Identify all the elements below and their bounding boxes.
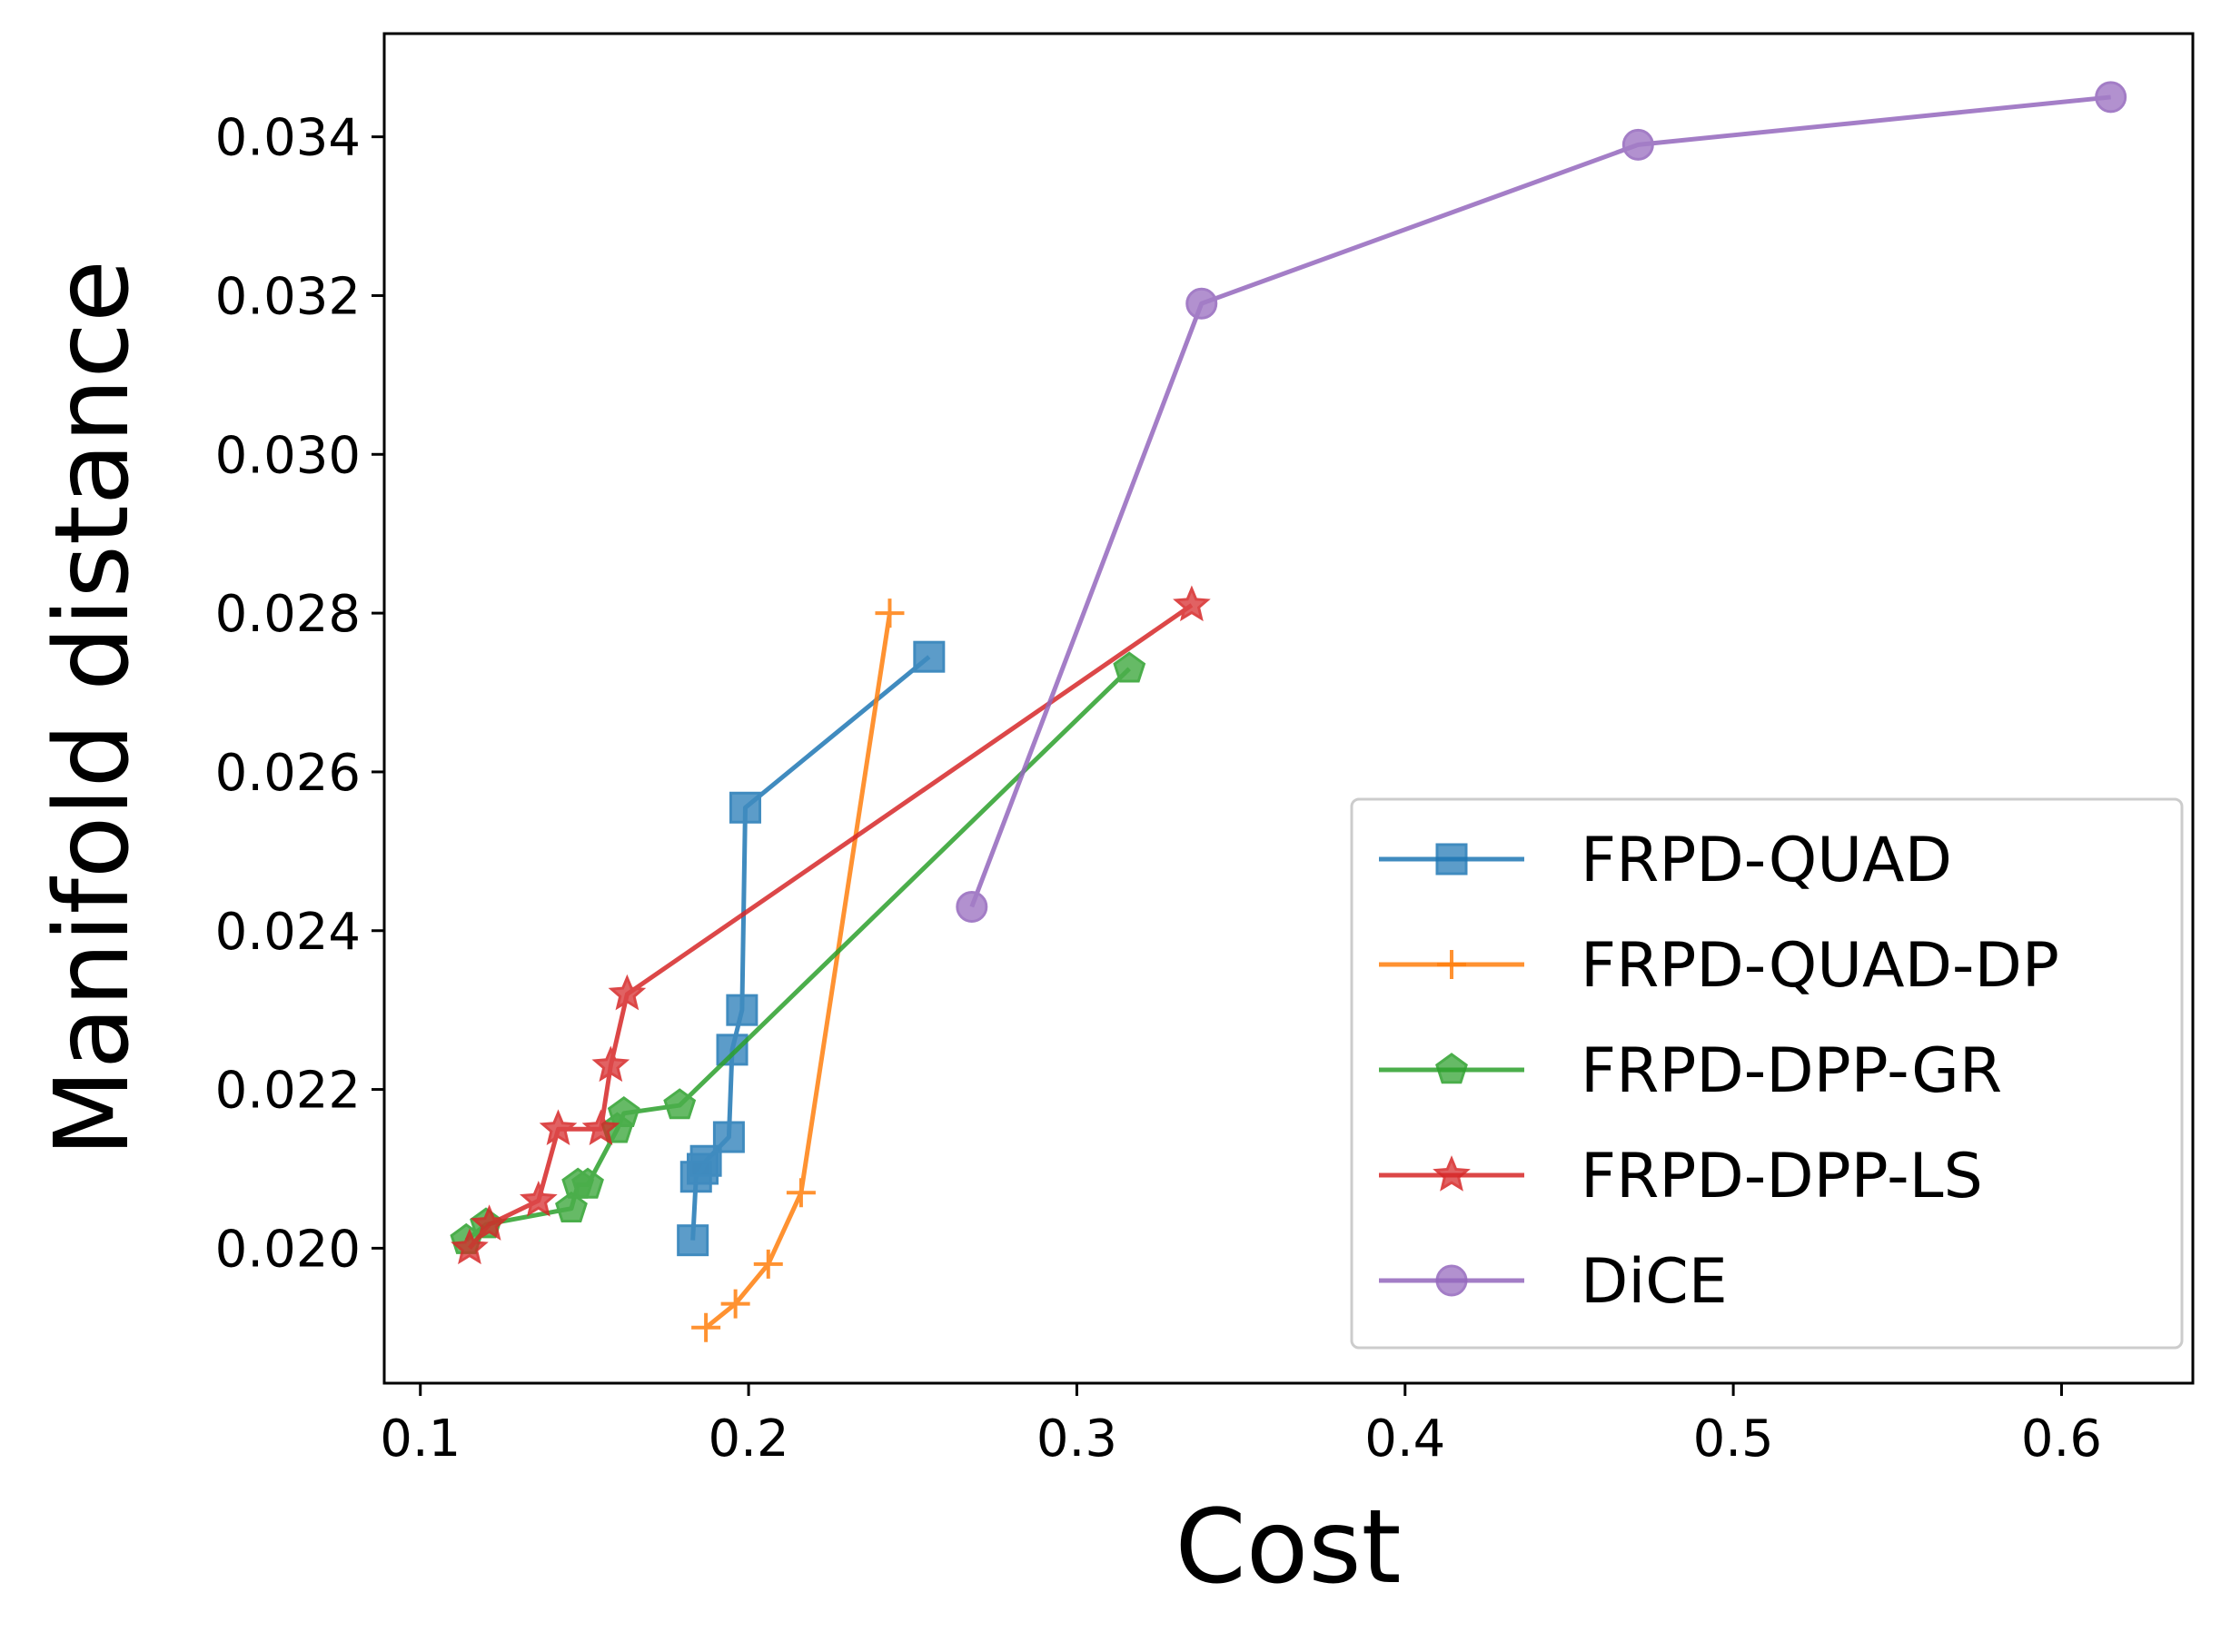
- y-tick-label: 0.032: [215, 267, 361, 326]
- data-point: [729, 791, 761, 824]
- data-point: [581, 1109, 620, 1146]
- x-axis-label: Cost: [1175, 1489, 1402, 1607]
- legend-box: [1350, 797, 2184, 1350]
- series-layer: [450, 81, 2127, 1342]
- data-point: [608, 974, 647, 1011]
- legend-item: FRPD-QUAD: [1379, 825, 1952, 896]
- series-line: [969, 94, 2111, 908]
- data-point: [663, 1088, 697, 1120]
- data-point: [1113, 651, 1146, 683]
- data-point: [607, 1095, 640, 1128]
- legend-marker: [1437, 950, 1466, 979]
- legend-marker: [1433, 1155, 1471, 1192]
- data-point: [677, 1224, 709, 1257]
- x-tick-label: 0.4: [1364, 1410, 1445, 1469]
- data-point: [470, 1204, 509, 1241]
- data-point: [1185, 287, 1218, 320]
- x-tick-label: 0.1: [380, 1410, 461, 1469]
- data-point: [1621, 128, 1654, 161]
- y-tick-label: 0.022: [215, 1062, 361, 1121]
- x-tick-label: 0.3: [1036, 1410, 1117, 1469]
- legend-marker: [1435, 843, 1468, 875]
- legend: FRPD-QUAD FRPD-QUAD-DP FRPD-DPP-GR FRPD-DPP…: [1350, 797, 2184, 1350]
- legend-label: FRPD-DPP-LS: [1581, 1141, 1983, 1212]
- y-tick-label: 0.028: [215, 585, 361, 644]
- data-point: [1173, 585, 1211, 622]
- legend-item: FRPD-DPP-LS: [1379, 1141, 1983, 1212]
- x-tick-label: 0.5: [1693, 1410, 1774, 1469]
- y-axis-ticks: 0.020 0.022 0.024 0.026 0.028 0.030 0.032 0.034: [215, 109, 384, 1279]
- plot-frame: [382, 32, 2195, 1385]
- y-tick-label: 0.024: [215, 903, 361, 962]
- x-tick-label: 0.6: [2021, 1410, 2102, 1469]
- y-tick-label: 0.030: [215, 426, 361, 485]
- y-tick-label: 0.026: [215, 744, 361, 803]
- series-frpd-quad-dp: [691, 598, 905, 1342]
- legend-item: FRPD-QUAD-DP: [1379, 930, 2059, 1002]
- legend-marker: [1435, 1264, 1468, 1297]
- y-tick-label: 0.020: [215, 1220, 361, 1279]
- data-point: [689, 1144, 722, 1177]
- legend-item: FRPD-DPP-GR: [1379, 1035, 2002, 1107]
- data-point: [913, 640, 946, 673]
- data-point: [753, 1249, 783, 1279]
- data-point: [726, 994, 759, 1026]
- legend-marker: [1435, 1053, 1468, 1084]
- data-point: [555, 1191, 588, 1222]
- data-point: [875, 598, 905, 628]
- data-point: [519, 1181, 558, 1217]
- data-point: [720, 1289, 750, 1319]
- data-point: [691, 1312, 721, 1342]
- x-tick-label: 0.2: [709, 1410, 789, 1469]
- legend-label: DiCE: [1581, 1246, 1728, 1318]
- series-frpd-quad: [677, 640, 946, 1257]
- series-frpd-dpp-ls: [451, 585, 1211, 1265]
- data-point: [2095, 81, 2127, 114]
- y-tick-label: 0.034: [215, 109, 361, 168]
- x-axis-ticks: 0.1 0.2 0.3 0.4 0.5 0.6: [380, 1383, 2102, 1469]
- data-point: [571, 1167, 604, 1199]
- data-point: [956, 891, 988, 924]
- legend-item: DiCE: [1379, 1246, 1728, 1318]
- series-dice: [956, 81, 2127, 924]
- legend-label: FRPD-QUAD-DP: [1581, 930, 2059, 1002]
- data-point: [712, 1121, 745, 1153]
- data-point: [716, 1034, 749, 1066]
- data-point: [451, 1228, 489, 1265]
- data-point: [539, 1109, 578, 1146]
- data-point: [786, 1178, 816, 1208]
- legend-label: FRPD-QUAD: [1581, 825, 1952, 896]
- y-axis-label: Manifold distance: [34, 260, 152, 1157]
- data-point: [591, 1045, 630, 1083]
- legend-label: FRPD-DPP-GR: [1581, 1035, 2002, 1107]
